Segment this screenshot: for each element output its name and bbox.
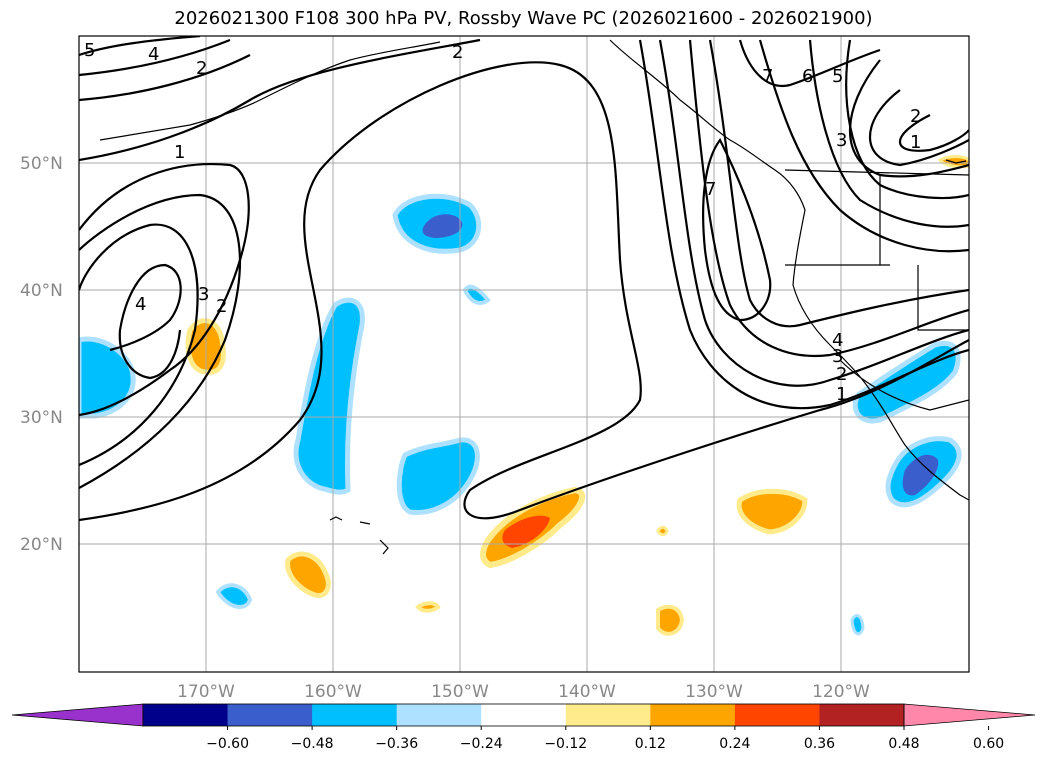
lon-label: 160°W — [304, 682, 362, 702]
contour-4 — [109, 263, 182, 380]
contour-e1 — [638, 39, 969, 410]
contour-label: 1 — [174, 142, 185, 163]
lon-label: 150°W — [431, 682, 489, 702]
colorbar-segment — [565, 704, 651, 726]
contour-label: 3 — [198, 284, 209, 305]
contour-label: 7 — [705, 179, 716, 200]
contour-label: 7 — [762, 66, 773, 87]
contour-e10 — [849, 59, 969, 178]
colorbar-segment — [650, 704, 736, 726]
neg-anomaly-strong — [422, 214, 463, 238]
contour-e7 — [758, 39, 969, 253]
contour-e11 — [868, 89, 969, 167]
colorbar-tick-label: −0.12 — [544, 736, 587, 752]
colorbar: −0.60 −0.48 −0.36 −0.24 −0.12 0.12 0.24 0.36 0.4… — [11, 703, 1036, 752]
plot-frame — [78, 35, 970, 673]
colorbar-tick-label: 0.24 — [719, 736, 750, 752]
contour-2 — [79, 193, 241, 489]
colorbar-under-arrow — [11, 703, 144, 727]
neg-anomaly — [850, 614, 865, 636]
lon-label: 130°W — [685, 682, 743, 702]
contour-w2 — [79, 38, 231, 77]
neg-anomaly — [462, 284, 491, 305]
colorbar-tick-label: −0.36 — [375, 736, 418, 752]
contour-e3 — [688, 39, 969, 357]
lat-label: 20°N — [20, 535, 63, 555]
contour-w3 — [79, 54, 251, 102]
contour-e8 — [808, 39, 969, 228]
contour-1 — [79, 61, 969, 522]
lon-axis: 170°W 160°W 150°W 140°W 130°W 120°W — [177, 682, 870, 702]
lat-label: 40°N — [20, 281, 63, 301]
pos-anomaly-strong — [502, 515, 550, 548]
neg-anomaly — [79, 336, 136, 419]
contour-w1 — [79, 36, 201, 57]
neg-anomaly — [215, 583, 253, 609]
colorbar-tick-label: 0.12 — [635, 736, 666, 752]
contour-e2 — [658, 39, 969, 387]
plot-area: 5 4 2 2 1 4 3 2 7 6 5 2 1 3 7 4 3 2 1 — [79, 36, 969, 672]
colorbar-over-arrow — [903, 703, 1036, 727]
pos-anomaly — [285, 551, 331, 599]
pos-anomaly — [415, 601, 441, 613]
contour-label: 2 — [836, 364, 847, 385]
contour-label: 2 — [196, 58, 207, 79]
colorbar-segment — [143, 704, 229, 726]
pos-anomaly — [736, 488, 808, 535]
colorbar-segment — [312, 704, 398, 726]
contour-e4 — [708, 39, 969, 328]
coastlines — [99, 39, 969, 555]
contour-3 — [79, 223, 199, 467]
contour-label: 2 — [216, 296, 227, 317]
lat-label: 30°N — [20, 408, 63, 428]
pv-shading — [79, 155, 969, 636]
map-title: 2026021300 F108 300 hPa PV, Rossby Wave … — [174, 8, 873, 29]
lat-label: 50°N — [20, 154, 63, 174]
contour-e5 — [702, 137, 772, 322]
lon-label: 170°W — [177, 682, 235, 702]
contour-e12 — [899, 114, 969, 152]
lat-axis: 50°N 40°N 30°N 20°N — [20, 154, 63, 555]
contour-e9 — [845, 39, 969, 200]
neg-anomaly — [293, 297, 365, 495]
neg-anomaly-strong — [902, 454, 939, 496]
contour-label: 2 — [910, 106, 921, 127]
contour-label: 2 — [452, 42, 463, 63]
contour-labels: 5 4 2 2 1 4 3 2 7 6 5 2 1 3 7 4 3 2 1 — [84, 40, 921, 405]
colorbar-segment — [396, 704, 482, 726]
contour-label: 3 — [836, 130, 847, 151]
contour-w4 — [79, 38, 481, 162]
contour-label: 5 — [832, 66, 843, 87]
colorbar-tick-label: 0.36 — [804, 736, 835, 752]
colorbar-tick-label: 0.60 — [973, 736, 1004, 752]
colorbar-tick-label: −0.48 — [291, 736, 334, 752]
contour-label: 6 — [802, 66, 813, 87]
lon-label: 120°W — [812, 682, 870, 702]
contour-label: 4 — [148, 44, 159, 65]
colorbar-tick-label: −0.24 — [460, 736, 503, 752]
contour-label: 1 — [836, 384, 847, 405]
colorbar-segment — [734, 704, 820, 726]
pos-anomaly — [656, 604, 685, 636]
pos-anomaly — [656, 525, 669, 537]
contour-e6 — [738, 39, 881, 87]
contour-label: 3 — [832, 346, 843, 367]
colorbar-segment — [227, 704, 313, 726]
contour-label: 1 — [910, 132, 921, 153]
colorbar-tick-label: −0.60 — [206, 736, 249, 752]
graticule — [79, 36, 969, 672]
contour-label: 4 — [135, 294, 146, 315]
contour-label: 4 — [832, 330, 843, 351]
colorbar-segment — [819, 704, 905, 726]
lon-label: 140°W — [558, 682, 616, 702]
colorbar-tick-label: 0.48 — [888, 736, 919, 752]
colorbar-frame — [142, 703, 905, 727]
neg-anomaly — [396, 437, 480, 516]
pos-anomaly — [937, 155, 969, 169]
pv-contours — [79, 36, 969, 522]
colorbar-segment — [481, 704, 567, 726]
contour-label: 5 — [84, 40, 95, 61]
